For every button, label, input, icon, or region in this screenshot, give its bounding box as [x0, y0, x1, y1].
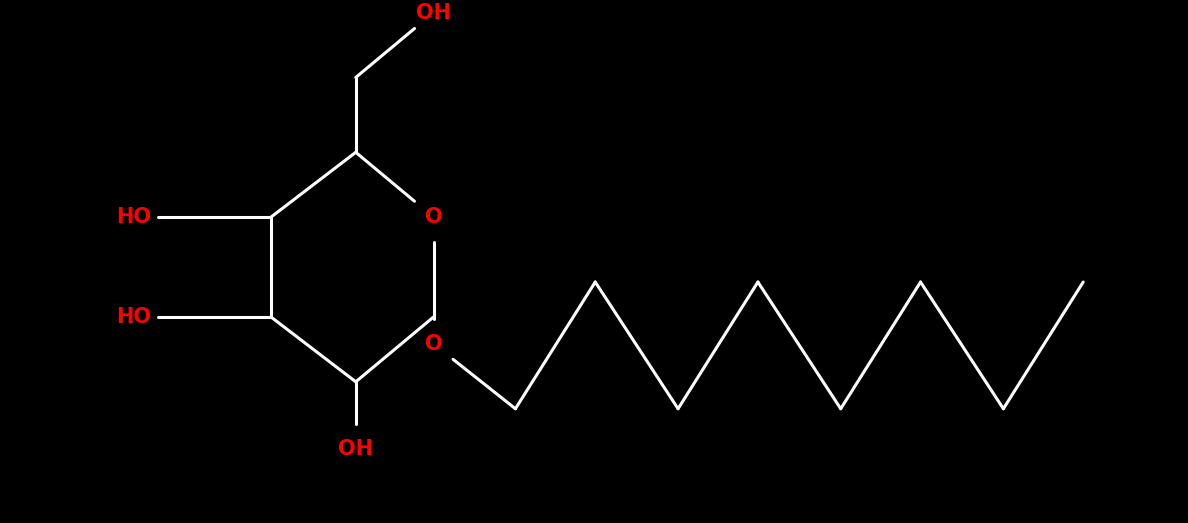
- Text: OH: OH: [416, 3, 451, 22]
- Text: OH: OH: [339, 439, 373, 459]
- Text: HO: HO: [115, 207, 151, 227]
- Text: O: O: [425, 207, 442, 227]
- Text: HO: HO: [115, 307, 151, 327]
- Text: O: O: [425, 334, 442, 354]
